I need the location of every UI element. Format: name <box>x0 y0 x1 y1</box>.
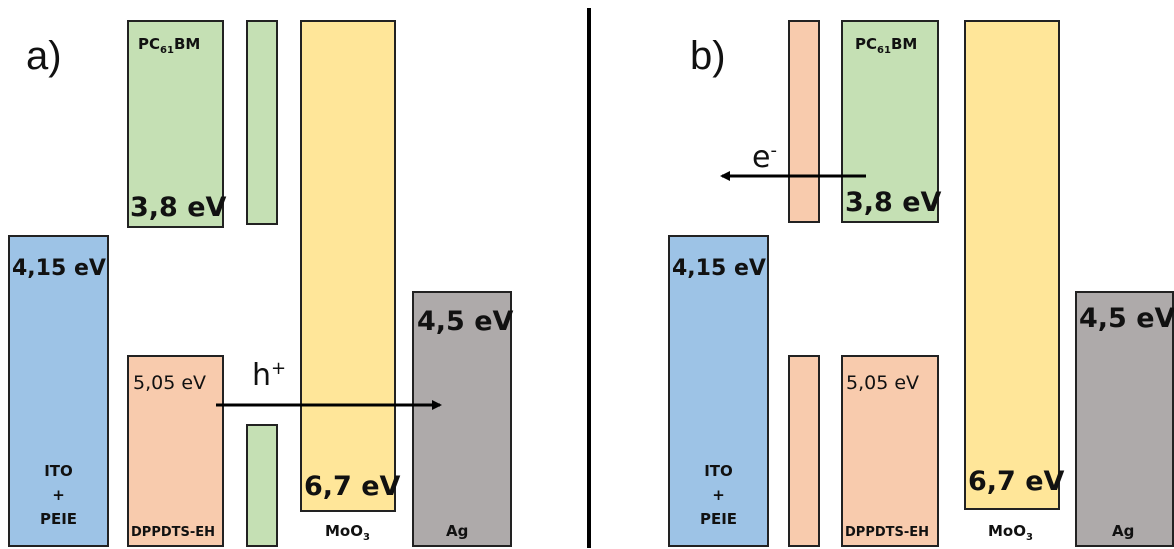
hole-carrier-label: h+ <box>252 358 286 393</box>
moo3-name-label: MoO3 <box>325 522 370 543</box>
dppdts-energy-label: 5,05 eV <box>133 372 207 394</box>
ag-box <box>412 291 512 547</box>
dppdts-name-label: DPPDTS-EH <box>845 525 930 540</box>
ito-line: ITO <box>704 462 733 480</box>
moo3-box <box>300 20 396 512</box>
pcbm-subscript: 61 <box>160 45 174 56</box>
electron-letter: e <box>752 140 771 175</box>
pcbm-suffix: BM <box>890 35 918 53</box>
ito-peie-label: ITO + PEIE <box>668 459 769 531</box>
dppdts-box <box>841 355 939 547</box>
electron-carrier-label: e- <box>752 140 777 175</box>
moo3-prefix: MoO <box>325 522 363 540</box>
pcbm-energy-label: 3,8 eV <box>130 192 227 223</box>
moo3-box <box>964 20 1060 510</box>
ito-peie-label: ITO + PEIE <box>8 459 109 531</box>
dppdts-energy-label: 5,05 eV <box>846 372 920 394</box>
peie-line: PEIE <box>39 510 78 528</box>
pcbm-thin-bar-upper <box>246 20 278 225</box>
moo3-prefix: MoO <box>988 522 1026 540</box>
moo3-subscript: 3 <box>362 532 370 543</box>
moo3-energy-label: 6,7 eV <box>968 466 1065 497</box>
pcbm-box <box>127 20 224 228</box>
pcbm-subscript: 61 <box>877 45 891 56</box>
pcbm-prefix: PC <box>138 35 161 53</box>
dppdts-box <box>127 355 224 547</box>
ito-peie-box <box>668 235 769 547</box>
panel-divider <box>587 8 591 548</box>
ito-energy-label: 4,15 eV <box>672 256 766 281</box>
moo3-energy-label: 6,7 eV <box>304 471 401 502</box>
pcbm-thin-bar-lower <box>246 424 278 547</box>
peie-line: PEIE <box>699 510 738 528</box>
ag-name-label: Ag <box>1112 522 1135 540</box>
ag-name-label: Ag <box>446 522 469 540</box>
plus-line: + <box>712 486 725 504</box>
electron-superscript: - <box>770 140 777 161</box>
ag-energy-label: 4,5 eV <box>1079 303 1174 334</box>
pcbm-label: PC61BM <box>138 35 200 56</box>
moo3-subscript: 3 <box>1025 532 1033 543</box>
plus-line: + <box>52 486 65 504</box>
ag-energy-label: 4,5 eV <box>417 306 514 337</box>
dppdts-name-label: DPPDTS-EH <box>131 525 216 540</box>
panel-a-label: a) <box>26 34 62 78</box>
pcbm-prefix: PC <box>855 35 878 53</box>
hole-letter: h <box>252 358 272 393</box>
hole-superscript: + <box>271 358 287 379</box>
dppdts-thin-bar-upper <box>788 20 820 223</box>
ito-energy-label: 4,15 eV <box>12 256 106 281</box>
panel-b-label: b) <box>690 34 726 78</box>
ag-box <box>1075 291 1174 547</box>
pcbm-suffix: BM <box>173 35 201 53</box>
ito-line: ITO <box>44 462 73 480</box>
ito-peie-box <box>8 235 109 547</box>
pcbm-label: PC61BM <box>855 35 917 56</box>
moo3-name-label: MoO3 <box>988 522 1033 543</box>
pcbm-energy-label: 3,8 eV <box>845 187 942 218</box>
pcbm-box <box>841 20 939 223</box>
dppdts-thin-bar-lower <box>788 355 820 547</box>
